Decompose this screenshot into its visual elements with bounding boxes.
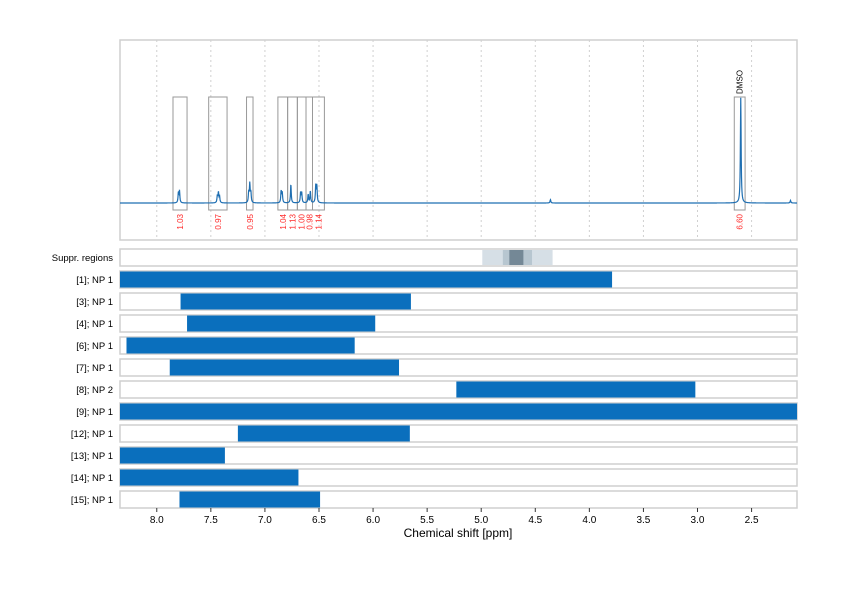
x-tick-label: 4.0: [582, 515, 596, 526]
suppression-region: [509, 250, 524, 265]
integration-region: [733, 96, 746, 211]
np-range-bar: [120, 271, 613, 288]
solvent-annotation: DMSO: [736, 70, 745, 94]
np-row-label: [3]; NP 1: [76, 297, 113, 308]
integration-region: [172, 96, 188, 211]
np-range-bar: [187, 315, 376, 332]
np-row-label: [6]; NP 1: [76, 341, 113, 352]
suppression-row-label: Suppr. regions: [52, 253, 114, 264]
integral-value: 0.98: [305, 213, 314, 229]
np-row-label: [15]; NP 1: [71, 495, 113, 506]
np-range-bar: [237, 425, 410, 442]
x-tick-label: 5.5: [420, 515, 434, 526]
x-tick-label: 2.5: [745, 515, 759, 526]
np-range-bar: [180, 293, 411, 310]
np-range-bar: [126, 337, 355, 354]
spectrum-line: [120, 97, 797, 204]
integral-value: 1.14: [314, 213, 323, 229]
np-range-bar: [456, 381, 696, 398]
np-row: [119, 424, 798, 443]
np-row-label: [9]; NP 1: [76, 407, 113, 418]
x-tick-label: 3.5: [636, 515, 650, 526]
np-row-label: [8]; NP 2: [76, 385, 113, 396]
np-row-label: [7]; NP 1: [76, 363, 113, 374]
np-range-bar: [120, 403, 797, 420]
x-tick-label: 7.0: [258, 515, 272, 526]
x-tick-label: 6.0: [366, 515, 380, 526]
integral-value: 1.04: [279, 213, 288, 229]
np-range-bar: [169, 359, 400, 376]
x-tick-label: 7.5: [204, 515, 218, 526]
np-row-label: [12]; NP 1: [71, 429, 113, 440]
np-row-label: [4]; NP 1: [76, 319, 113, 330]
spectrum-panel: [119, 39, 798, 241]
integral-value: 0.95: [246, 213, 255, 229]
x-axis-label: Chemical shift [ppm]: [404, 526, 513, 540]
x-tick-label: 8.0: [150, 515, 164, 526]
x-tick-label: 4.5: [528, 515, 542, 526]
integration-region: [208, 96, 228, 211]
x-tick-label: 5.0: [474, 515, 488, 526]
integral-value: 1.00: [298, 213, 307, 229]
suppression-row: [119, 248, 798, 267]
x-tick-label: 6.5: [312, 515, 326, 526]
integral-value: 1.03: [176, 213, 185, 229]
x-tick-label: 3.0: [691, 515, 705, 526]
integration-region: [312, 96, 325, 211]
np-row-label: [1]; NP 1: [76, 275, 113, 286]
integration-region: [246, 96, 254, 211]
np-row-label: [14]; NP 1: [71, 473, 113, 484]
np-range-bar: [179, 491, 321, 508]
integral-value: 1.13: [288, 213, 297, 229]
np-range-bar: [120, 447, 225, 464]
integral-value: 0.97: [214, 213, 223, 229]
integral-value: 6.60: [736, 213, 745, 229]
np-range-bar: [120, 469, 299, 486]
np-row-label: [13]; NP 1: [71, 451, 113, 462]
